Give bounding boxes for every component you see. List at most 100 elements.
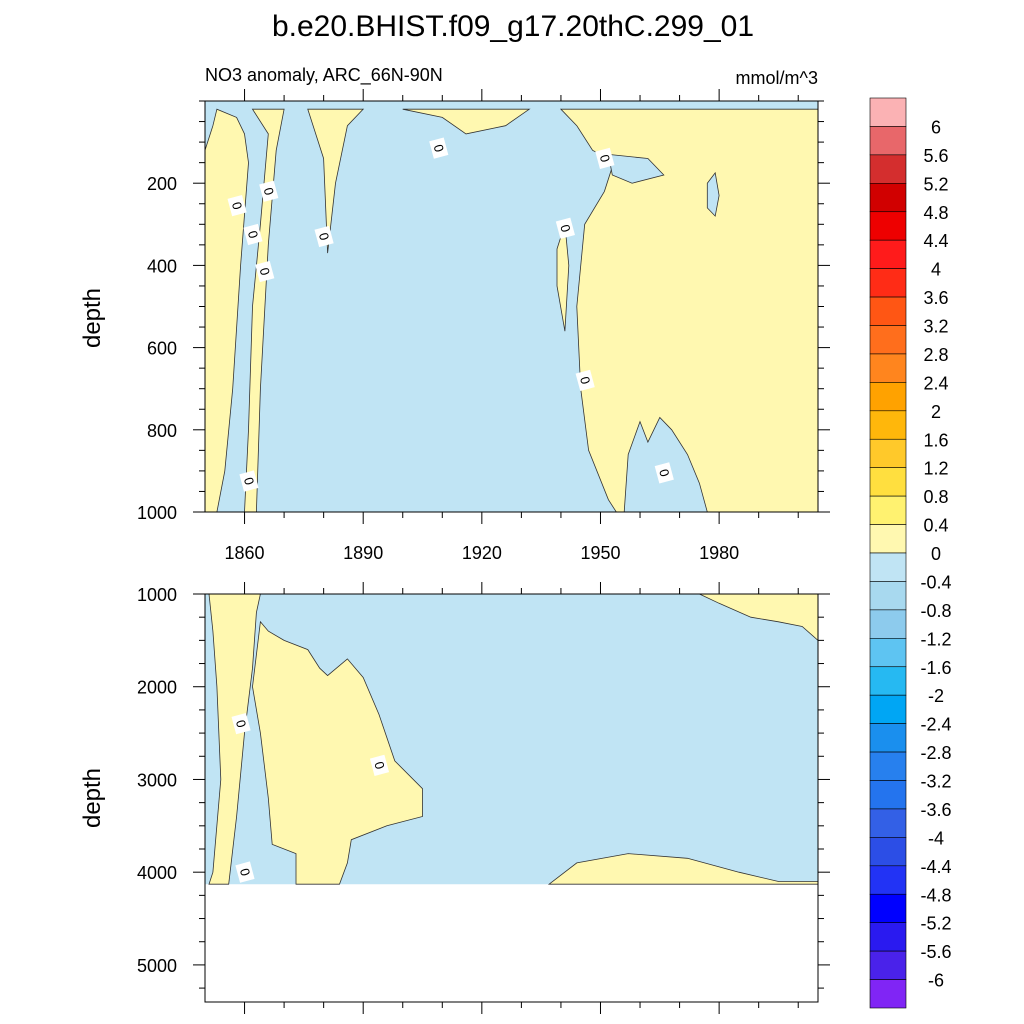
contour-label-text: 0 <box>656 467 672 478</box>
negative-anomaly-region <box>607 153 665 184</box>
contour-label: 0 <box>231 713 251 735</box>
colorbar-label: 2 <box>931 402 941 422</box>
contour-label-text: 0 <box>245 229 261 240</box>
positive-anomaly-region <box>307 108 365 254</box>
positive-anomaly-region <box>402 108 531 135</box>
colorbar-label: -4 <box>928 828 944 848</box>
contour-label: 0 <box>243 223 263 246</box>
positive-anomaly-region <box>252 620 423 885</box>
colorbar-label: -3.6 <box>920 800 951 820</box>
contour-label: 0 <box>429 137 449 159</box>
contour-label-bg <box>314 225 334 248</box>
colorbar-swatch <box>869 296 907 326</box>
colorbar: 6 5.6 5.2 4.8 4.4 4 3.6 3.2 2.8 2.4 2 1.6 1.2 0.8 0.4 0… <box>869 97 952 1009</box>
contour-label-bg <box>231 713 251 735</box>
colorbar-label: -1.6 <box>920 658 951 678</box>
contour-label-text: 0 <box>316 231 332 242</box>
contour-label-text: 0 <box>241 476 257 487</box>
colorbar-label: 5.2 <box>923 174 948 194</box>
contour-label: 0 <box>314 225 334 248</box>
colorbar-label: 1.2 <box>923 459 948 479</box>
colorbar-swatch <box>869 353 907 383</box>
y-tick-label: 3000 <box>137 770 177 790</box>
units-label: mmol/m^3 <box>736 68 818 88</box>
contour-label-text: 0 <box>257 266 273 277</box>
contour-label-bg <box>239 470 259 492</box>
colorbar-label: -1.2 <box>920 629 951 649</box>
upper-panel: NO3 anomaly, ARC_66N-90N mmol/m^3 000000… <box>79 65 830 563</box>
colorbar-swatch <box>869 581 907 611</box>
colorbar-swatch <box>869 609 907 639</box>
contour-label: 0 <box>259 180 279 202</box>
colorbar-swatch <box>869 666 907 696</box>
colorbar-label: -5.2 <box>920 914 951 934</box>
colorbar-swatch <box>869 751 907 781</box>
colorbar-label: 3.2 <box>923 317 948 337</box>
contour-label-bg <box>259 180 279 202</box>
negative-anomaly-region <box>706 171 720 217</box>
colorbar-label: 0.4 <box>923 516 948 536</box>
colorbar-swatch <box>869 865 907 895</box>
colorbar-swatch <box>869 126 907 156</box>
contour-label-text: 0 <box>371 760 387 771</box>
colorbar-label: -6 <box>928 971 944 991</box>
colorbar-label: -3.2 <box>920 772 951 792</box>
y-tick-label: 800 <box>147 421 177 441</box>
colorbar-swatch <box>869 211 907 241</box>
y-tick-label: 1000 <box>137 503 177 523</box>
contour-label-bg <box>227 195 247 217</box>
upper-y-axis-label: depth <box>79 288 106 348</box>
colorbar-swatch <box>869 837 907 867</box>
colorbar-label: -0.4 <box>920 572 951 592</box>
colorbar-swatch <box>869 382 907 412</box>
colorbar-label: -2.8 <box>920 743 951 763</box>
x-tick-label: 1860 <box>225 543 265 563</box>
plot-frame <box>204 593 819 1003</box>
colorbar-swatch <box>869 922 907 952</box>
y-tick-label: 600 <box>147 339 177 359</box>
colorbar-label: 0.8 <box>923 487 948 507</box>
colorbar-label: -2.4 <box>920 715 951 735</box>
colorbar-swatch <box>869 410 907 440</box>
upper-axes: 1860 1890 1920 1950 1980 200 400 600 800 1000 <box>137 89 830 563</box>
colorbar-label: 2.4 <box>923 373 948 393</box>
lower-plot-area: 0 0 0 <box>205 593 819 885</box>
colorbar-swatch <box>869 97 907 127</box>
contour-label-bg <box>369 754 390 777</box>
colorbar-label: 3.6 <box>923 288 948 308</box>
contour-label-bg <box>429 137 449 159</box>
colorbar-label: 4.8 <box>923 203 948 223</box>
upper-plot-area: 0 0 0 0 0 0 0 0 0 0 0 <box>204 101 819 513</box>
contour-label-text: 0 <box>233 718 249 729</box>
contour-label: 0 <box>555 217 575 239</box>
contour-label-bg <box>555 217 575 239</box>
colorbar-label: -0.8 <box>920 601 951 621</box>
colorbar-swatch <box>869 438 907 468</box>
colorbar-swatch <box>869 183 907 213</box>
colorbar-label: -2 <box>928 686 944 706</box>
colorbar-label: 0 <box>931 544 941 564</box>
colorbar-swatch <box>869 467 907 497</box>
colorbar-swatch <box>869 239 907 269</box>
contour-label-text: 0 <box>261 186 277 197</box>
y-tick-label: 2000 <box>137 678 177 698</box>
contour-label-bg <box>575 369 595 392</box>
colorbar-swatch <box>869 495 907 525</box>
contour-label: 0 <box>575 369 595 392</box>
lower-panel: 0 0 0 1000 2000 3000 4000 5000 depth <box>79 582 830 1014</box>
contour-label: 0 <box>235 861 255 883</box>
lower-axes: 1000 2000 3000 4000 5000 <box>137 582 830 1014</box>
colorbar-label: 5.6 <box>923 146 948 166</box>
x-tick-label: 1890 <box>343 543 383 563</box>
contour-label-text: 0 <box>229 200 245 211</box>
y-tick-label: 5000 <box>137 956 177 976</box>
colorbar-swatch <box>869 893 907 923</box>
colorbar-swatch <box>869 325 907 355</box>
colorbar-label: -4.4 <box>920 857 951 877</box>
colorbar-label: 4 <box>931 260 941 280</box>
colorbar-label: 6 <box>931 117 941 137</box>
figure-title: b.e20.BHIST.f09_g17.20thC.299_01 <box>272 10 754 43</box>
lower-y-axis-label: depth <box>79 768 106 828</box>
colorbar-label: -4.8 <box>920 885 951 905</box>
y-tick-label: 4000 <box>137 863 177 883</box>
